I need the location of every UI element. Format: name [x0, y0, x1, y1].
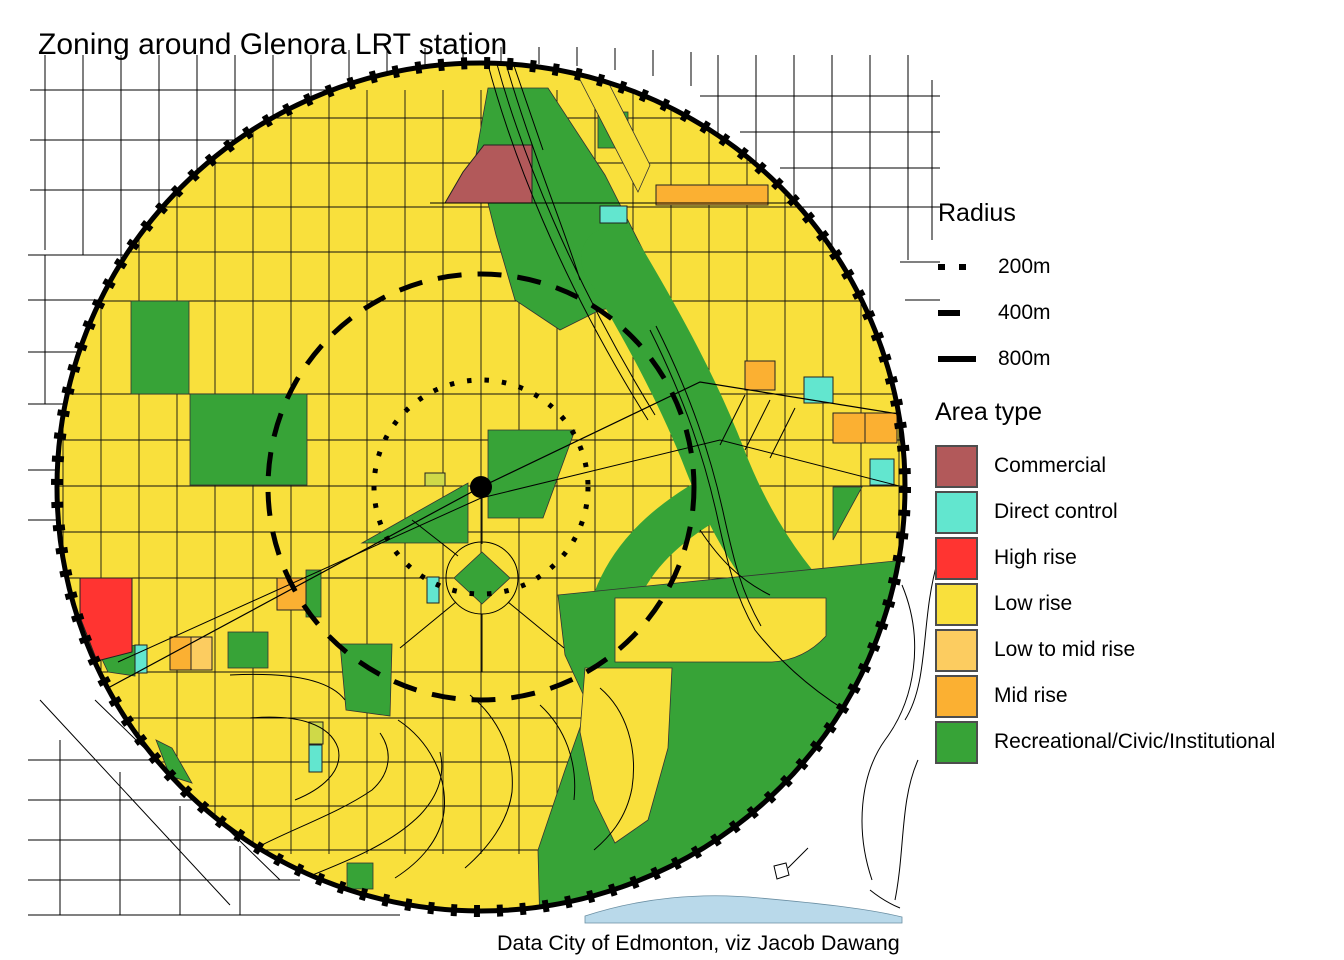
dotted-line-sample	[938, 264, 966, 270]
swatch-mid-rise	[935, 674, 978, 718]
zone-direct-control	[426, 576, 440, 604]
swatch-low-rise	[935, 582, 978, 626]
rail-lines	[485, 63, 656, 421]
solid-line-sample	[938, 356, 976, 362]
radius-legend: Radius 200m 400m 800m	[938, 199, 1051, 382]
radius-legend-item-400m: 400m	[938, 290, 1051, 336]
zone-direct-control	[599, 205, 628, 224]
swatch-low-to-mid-rise	[935, 628, 978, 672]
swatch-commercial	[935, 444, 978, 488]
legend-item-low-rise: Low rise	[935, 581, 1275, 627]
area-type-label: Low rise	[994, 592, 1073, 615]
alexander-spokes	[399, 487, 565, 672]
legend-item-commercial: Commercial	[935, 443, 1275, 489]
radius-label: 400m	[998, 301, 1051, 324]
legend-item-mid-rise: Mid rise	[935, 673, 1275, 719]
swatch-recreational	[935, 720, 978, 764]
park-green	[360, 482, 469, 544]
zone-mid-rise	[744, 360, 776, 391]
alexander-circle-green	[453, 551, 511, 605]
hatch-streets	[719, 394, 796, 459]
park-green	[155, 739, 193, 784]
area-type-label: Direct control	[994, 500, 1118, 523]
area-type-legend-title: Area type	[935, 398, 1043, 426]
legend-item-recreational: Recreational/Civic/Institutional	[935, 719, 1275, 765]
park-green	[339, 643, 393, 717]
radius-label: 800m	[998, 347, 1051, 370]
area-type-label: High rise	[994, 546, 1077, 569]
legend-item-low-to-mid-rise: Low to mid rise	[935, 627, 1275, 673]
river-water	[584, 895, 903, 924]
radius-label: 200m	[998, 255, 1051, 278]
radius-legend-item-800m: 800m	[938, 336, 1051, 382]
zone-mid-rise	[655, 184, 769, 206]
curvy-streets	[229, 529, 771, 881]
swatch-direct-control	[935, 490, 978, 534]
zone-direct-control	[803, 376, 834, 404]
park-green	[189, 393, 308, 486]
radius-200m-ring	[371, 377, 591, 597]
page-title: Zoning around Glenora LRT station	[38, 28, 508, 62]
radius-legend-title: Radius	[938, 199, 1016, 227]
legend-item-high-rise: High rise	[935, 535, 1275, 581]
area-type-legend: Area type Commercial Direct control High…	[935, 398, 1275, 765]
outside-street-network	[28, 47, 940, 916]
diagonal-road	[117, 439, 904, 663]
dashed-line-sample	[938, 310, 960, 316]
park-green	[227, 631, 269, 669]
park-green	[130, 300, 190, 395]
radius-800m-ring-notches	[51, 57, 911, 917]
swatch-high-rise	[935, 536, 978, 580]
zone-direct-control	[134, 644, 148, 674]
zone-high-rise	[79, 577, 133, 662]
legend-item-direct-control: Direct control	[935, 489, 1275, 535]
park-green	[346, 862, 374, 890]
area-type-label: Mid rise	[994, 684, 1068, 707]
area-type-label: Low to mid rise	[994, 638, 1136, 661]
zone-direct-control	[869, 458, 895, 486]
area-type-label: Commercial	[994, 454, 1107, 477]
lrt-station-dot	[470, 476, 492, 498]
zone-olive-parcel	[424, 472, 446, 487]
attribution: Data City of Edmonton, viz Jacob Dawang	[497, 931, 900, 955]
area-type-label: Recreational/Civic/Institutional	[994, 730, 1276, 753]
zone-direct-control	[308, 744, 323, 773]
park-green	[832, 486, 863, 541]
low-rise-overlays	[574, 69, 827, 844]
radius-legend-item-200m: 200m	[938, 244, 1051, 290]
radius-400m-ring	[265, 271, 697, 703]
small-pond-outline	[773, 862, 790, 880]
